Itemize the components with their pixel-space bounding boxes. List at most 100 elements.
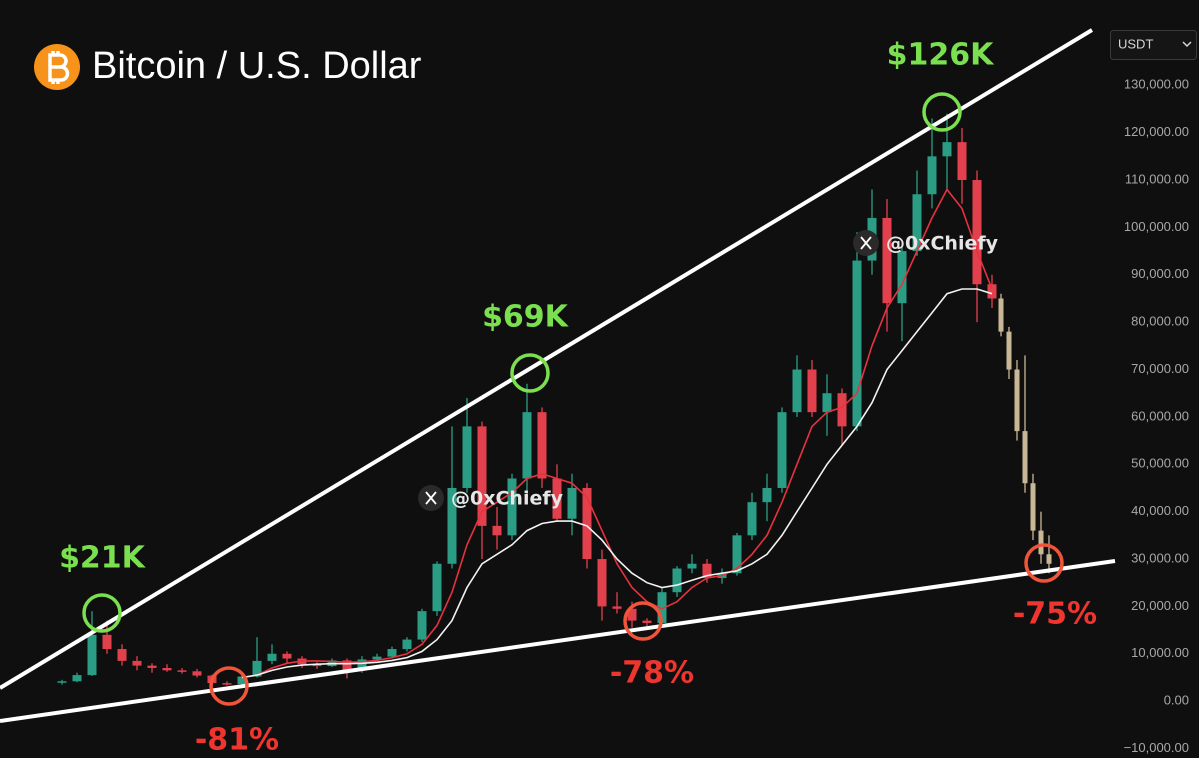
candle-body bbox=[747, 502, 757, 536]
candle-body bbox=[552, 478, 562, 519]
y-tick-label: 30,000.00 bbox=[1131, 550, 1189, 565]
y-tick-label: −10,000.00 bbox=[1124, 740, 1189, 755]
annotation: -81% bbox=[195, 723, 279, 758]
candle-body bbox=[612, 606, 622, 609]
candle-body bbox=[57, 681, 67, 683]
candle-body bbox=[537, 412, 547, 479]
y-tick-label: 80,000.00 bbox=[1131, 314, 1189, 329]
candle-body bbox=[732, 535, 742, 574]
y-tick-label: 70,000.00 bbox=[1131, 361, 1189, 376]
candle-body bbox=[72, 675, 82, 682]
y-tick-label: 0.00 bbox=[1164, 693, 1189, 708]
currency-selector[interactable]: USDT bbox=[1110, 30, 1197, 60]
candle-body bbox=[387, 649, 397, 657]
candle-body bbox=[372, 656, 382, 660]
candle-body bbox=[567, 487, 577, 519]
candle-body bbox=[237, 676, 247, 685]
candle-body bbox=[147, 665, 157, 668]
watermark: @0xChiefy bbox=[418, 485, 564, 511]
upper-trend-line bbox=[0, 28, 1094, 690]
bitcoin-glyph bbox=[48, 51, 70, 84]
candle-body bbox=[1006, 331, 1012, 370]
chart-title: Bitcoin / U.S. Dollar bbox=[92, 45, 422, 87]
candle-body bbox=[777, 412, 787, 488]
currency-box[interactable] bbox=[1110, 30, 1197, 60]
trough-circle bbox=[1024, 543, 1064, 583]
candle-body bbox=[897, 251, 907, 304]
y-tick-label: 60,000.00 bbox=[1131, 408, 1189, 423]
y-tick-label: 100,000.00 bbox=[1124, 219, 1189, 234]
trough-circle bbox=[209, 666, 249, 706]
candle-body bbox=[1014, 369, 1020, 432]
candle-body bbox=[222, 683, 232, 685]
watermark: @0xChiefy bbox=[853, 230, 999, 256]
currency-label[interactable]: USDT bbox=[1118, 36, 1153, 51]
candle-body bbox=[672, 568, 682, 593]
lower-trend-line bbox=[0, 559, 1116, 723]
candle-body bbox=[792, 369, 802, 413]
candle-body bbox=[312, 664, 322, 667]
candle-body bbox=[267, 653, 277, 661]
annotation: $21K bbox=[59, 541, 147, 576]
y-tick-label: 20,000.00 bbox=[1131, 598, 1189, 613]
candle-body bbox=[657, 592, 667, 623]
candle-body bbox=[998, 298, 1004, 332]
watermark-text: @0xChiefy bbox=[451, 488, 564, 510]
candle-body bbox=[852, 260, 862, 427]
y-tick-label: 110,000.00 bbox=[1125, 171, 1189, 186]
candle-body bbox=[762, 487, 772, 503]
plot-area bbox=[57, 84, 1116, 750]
annotation: -75% bbox=[1013, 597, 1097, 632]
candle-body bbox=[987, 284, 997, 299]
y-tick-label: 50,000.00 bbox=[1131, 456, 1189, 471]
candle-body bbox=[447, 487, 457, 564]
y-tick-label: 40,000.00 bbox=[1131, 503, 1189, 518]
candle-body bbox=[417, 611, 427, 640]
candle-body bbox=[342, 660, 352, 671]
candle-body bbox=[882, 217, 892, 304]
candle-body bbox=[597, 559, 607, 607]
x-logo-glyph bbox=[860, 236, 872, 250]
candle-body bbox=[102, 634, 112, 650]
candle-body bbox=[627, 608, 637, 621]
annotation: -78% bbox=[610, 656, 694, 691]
candle-body bbox=[252, 660, 262, 677]
candle-body bbox=[87, 634, 97, 676]
moving-average bbox=[241, 188, 993, 679]
candle-body bbox=[282, 653, 292, 659]
candle-body bbox=[1030, 483, 1036, 531]
candle-body bbox=[492, 525, 502, 536]
candle-body bbox=[702, 563, 712, 578]
candle-body bbox=[402, 639, 412, 650]
peak-circle bbox=[82, 593, 122, 633]
candle-body bbox=[837, 393, 847, 427]
x-logo-glyph bbox=[425, 491, 437, 505]
candle-body bbox=[1046, 554, 1052, 564]
candle-body bbox=[357, 659, 367, 671]
candle-body bbox=[687, 563, 697, 569]
y-tick-label: 90,000.00 bbox=[1131, 266, 1189, 281]
candle-body bbox=[927, 156, 937, 195]
annotation: $126K bbox=[887, 38, 995, 73]
candle-body bbox=[177, 670, 187, 672]
candle-body bbox=[942, 142, 952, 157]
candle-body bbox=[582, 487, 592, 560]
moving-average bbox=[241, 288, 993, 679]
candle-body bbox=[642, 620, 652, 623]
candle-body bbox=[522, 412, 532, 479]
candle-body bbox=[432, 563, 442, 612]
annotation: $69K bbox=[482, 300, 570, 335]
candle-body bbox=[132, 660, 142, 666]
candle-body bbox=[807, 369, 817, 413]
candle-body bbox=[1022, 431, 1028, 484]
candle-body bbox=[462, 426, 472, 488]
chevron[interactable] bbox=[1182, 41, 1192, 48]
candle-body bbox=[192, 671, 202, 676]
candle-body bbox=[477, 426, 487, 526]
watermark-text: @0xChiefy bbox=[886, 233, 999, 255]
candle-body bbox=[162, 667, 172, 671]
candle-body bbox=[822, 393, 832, 413]
